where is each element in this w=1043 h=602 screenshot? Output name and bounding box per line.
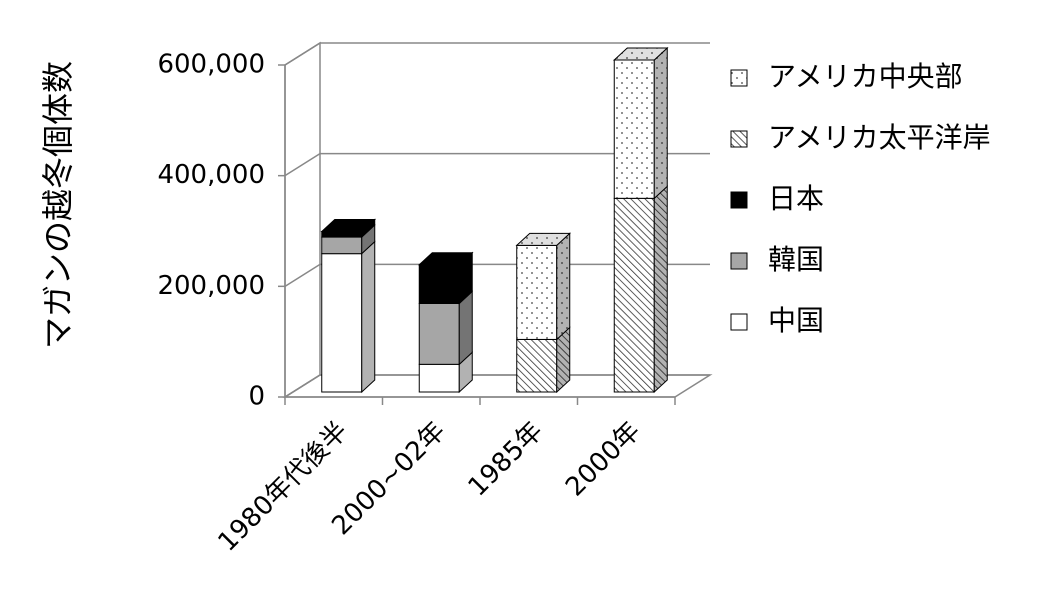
y-tick-label: 400,000 (157, 160, 265, 190)
bar-segment (321, 231, 363, 238)
x-tick-label: 2000年 (560, 416, 646, 502)
bar-side-shade (459, 252, 473, 304)
y-tick-label: 600,000 (157, 50, 265, 80)
bar-segment (516, 244, 558, 340)
bar-segment (321, 253, 363, 393)
y-tick-label: 200,000 (157, 271, 265, 301)
bar-side-shade (556, 327, 570, 392)
bar-segment (613, 197, 655, 393)
legend-swatch (730, 191, 748, 209)
y-tick-label: 0 (248, 382, 265, 412)
bar-top (320, 219, 377, 233)
grid-line (284, 374, 710, 398)
legend-label: アメリカ太平洋岸 (768, 121, 991, 154)
bar-segment (613, 59, 655, 199)
grid-line (284, 42, 710, 66)
bar-top-shade (419, 252, 473, 265)
back-wall (284, 41, 321, 399)
bar-top (612, 47, 669, 61)
bar-top (515, 232, 572, 246)
legend-swatch (730, 313, 748, 331)
bar-top (417, 252, 474, 266)
bar-side-shade (654, 186, 668, 392)
legend-swatch (730, 69, 748, 87)
bar-segment (516, 338, 558, 393)
bar-side-shade (654, 48, 668, 199)
legend-label: アメリカ中央部 (768, 60, 963, 93)
bar-side-shade (361, 241, 375, 392)
legend-swatch (730, 130, 748, 148)
bar-segment (418, 264, 460, 304)
bar-segment (418, 363, 460, 393)
bar-top-shade (321, 219, 375, 232)
grid-line (284, 263, 710, 287)
bar-segment (418, 302, 460, 365)
y-axis-title: マガンの越冬個体数 (39, 61, 77, 349)
legend-label: 中国 (768, 304, 824, 337)
bar-side-shade (361, 225, 375, 254)
grid-line (284, 152, 710, 177)
legend-label: 日本 (768, 182, 824, 215)
x-tick-label: 1985年 (463, 416, 549, 502)
bar-side-shade (361, 219, 375, 238)
x-tick-label: 1980年代後半 (212, 416, 354, 558)
bar-side-shade (459, 291, 473, 365)
bar-segment (321, 236, 363, 255)
bar-side-shade (459, 352, 473, 392)
bar-side-shade (556, 233, 570, 340)
bar-top-shade (516, 233, 570, 246)
legend-label: 韓国 (768, 243, 824, 276)
bar-top-shade (614, 48, 668, 60)
legend-swatch (730, 252, 748, 270)
